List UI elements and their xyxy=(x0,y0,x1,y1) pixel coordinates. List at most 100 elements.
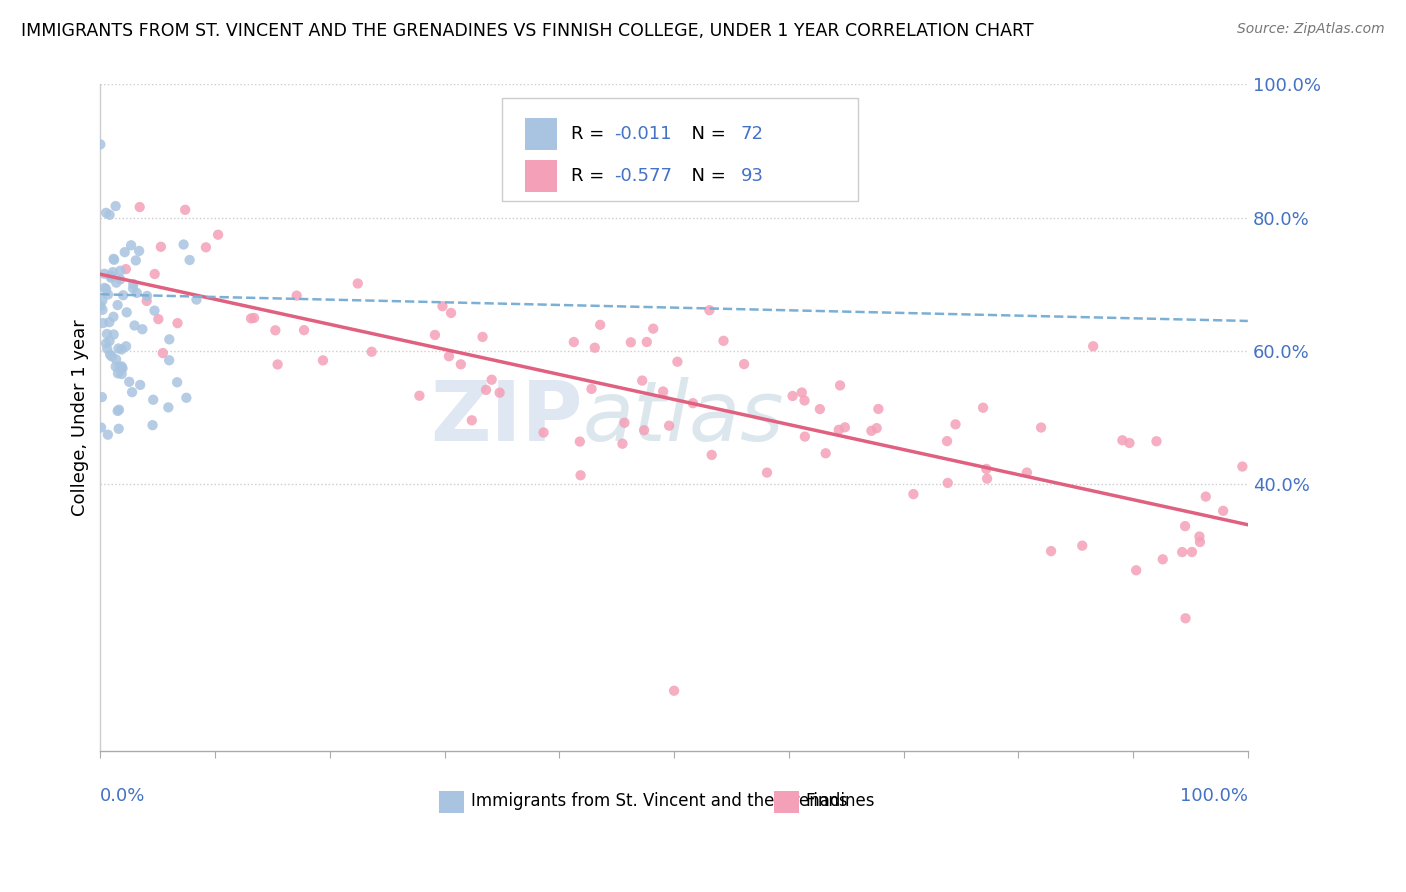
Point xyxy=(174,202,197,217)
Point xyxy=(101,265,124,279)
Point xyxy=(581,382,603,396)
FancyBboxPatch shape xyxy=(439,791,464,813)
Point xyxy=(976,462,998,476)
Point xyxy=(699,303,721,318)
Point xyxy=(98,334,121,348)
Point xyxy=(633,423,655,437)
Point xyxy=(285,288,308,302)
Point xyxy=(166,376,188,390)
Point xyxy=(733,357,755,371)
Point xyxy=(620,335,643,350)
Point xyxy=(186,293,208,307)
Point xyxy=(111,367,134,381)
Point xyxy=(166,316,188,330)
Point xyxy=(1195,490,1218,504)
Point xyxy=(173,237,195,252)
Point xyxy=(108,359,131,374)
Point xyxy=(868,401,890,416)
Point xyxy=(976,472,998,486)
Point xyxy=(240,311,263,326)
Point xyxy=(90,390,112,404)
Point xyxy=(583,341,606,355)
Point xyxy=(828,378,851,392)
Point xyxy=(471,330,494,344)
Point xyxy=(90,420,112,434)
Point xyxy=(793,429,815,443)
Point xyxy=(408,389,430,403)
Point xyxy=(128,200,150,214)
FancyBboxPatch shape xyxy=(524,160,557,192)
FancyBboxPatch shape xyxy=(773,791,799,813)
Point xyxy=(903,487,925,501)
Point xyxy=(157,332,180,346)
Point xyxy=(488,385,510,400)
Point xyxy=(1212,504,1234,518)
Point xyxy=(1118,436,1140,450)
Point xyxy=(89,299,111,313)
Point xyxy=(97,427,120,442)
Point xyxy=(450,357,472,371)
Point xyxy=(157,353,180,368)
Point xyxy=(756,466,779,480)
Point xyxy=(562,334,585,349)
Point xyxy=(1181,545,1204,559)
Point xyxy=(936,434,959,449)
Text: ZIP: ZIP xyxy=(430,377,582,458)
Point xyxy=(440,306,463,320)
Point xyxy=(834,420,856,434)
Point xyxy=(1232,459,1254,474)
Point xyxy=(1152,552,1174,566)
Point xyxy=(96,342,118,356)
Point xyxy=(423,327,446,342)
Point xyxy=(1171,545,1194,559)
Text: IMMIGRANTS FROM ST. VINCENT AND THE GRENADINES VS FINNISH COLLEGE, UNDER 1 YEAR : IMMIGRANTS FROM ST. VINCENT AND THE GREN… xyxy=(21,22,1033,40)
Point xyxy=(432,299,454,313)
Point xyxy=(110,264,132,278)
Point xyxy=(100,270,122,285)
Point xyxy=(91,302,114,317)
Text: R =: R = xyxy=(571,125,610,143)
Point xyxy=(176,391,198,405)
Point xyxy=(120,238,142,252)
Point xyxy=(814,446,837,460)
Point xyxy=(125,285,148,300)
Point xyxy=(128,244,150,258)
Point xyxy=(112,288,135,302)
Point xyxy=(866,421,889,435)
Text: Immigrants from St. Vincent and the Grenadines: Immigrants from St. Vincent and the Gren… xyxy=(471,792,875,810)
Point xyxy=(1188,529,1211,543)
Text: R =: R = xyxy=(571,167,610,185)
Point xyxy=(568,434,591,449)
Point xyxy=(312,353,335,368)
Point xyxy=(118,375,141,389)
Point xyxy=(91,293,114,308)
Point xyxy=(936,475,959,490)
Point xyxy=(666,355,689,369)
Point xyxy=(1174,611,1197,625)
Point xyxy=(142,418,165,433)
Point xyxy=(346,277,368,291)
Point xyxy=(194,240,217,254)
Point xyxy=(782,389,804,403)
Point xyxy=(264,323,287,337)
Point xyxy=(105,352,128,367)
FancyBboxPatch shape xyxy=(524,118,557,150)
Point xyxy=(103,310,125,324)
Point xyxy=(115,339,138,353)
Point xyxy=(569,468,592,483)
Text: 72: 72 xyxy=(741,125,763,143)
Point xyxy=(110,272,132,286)
Point xyxy=(157,401,180,415)
Point xyxy=(94,336,117,351)
Point xyxy=(658,418,681,433)
Point xyxy=(94,282,117,296)
Point xyxy=(652,384,675,399)
Point xyxy=(437,349,460,363)
Point xyxy=(360,344,382,359)
Point xyxy=(292,323,315,337)
Point xyxy=(129,378,152,392)
Point xyxy=(475,383,498,397)
Point xyxy=(662,683,685,698)
Point xyxy=(643,321,665,335)
Text: N =: N = xyxy=(681,167,731,185)
